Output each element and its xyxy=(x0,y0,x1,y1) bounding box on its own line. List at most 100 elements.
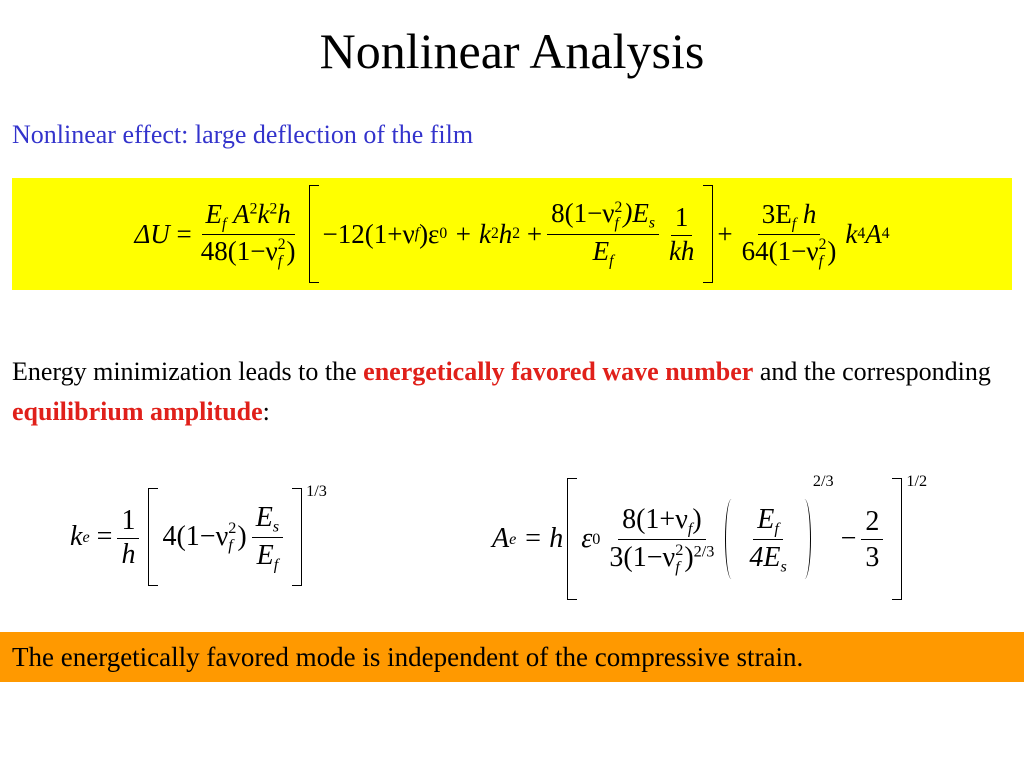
equation-term: 4E xyxy=(749,541,781,573)
equation-term: 48(1−ν xyxy=(200,235,278,266)
equation-term: s xyxy=(272,517,280,536)
equation-term: − xyxy=(840,523,857,554)
equation-term: ) xyxy=(684,541,694,573)
equation-group: 64(1−ν 2 f) xyxy=(738,235,841,270)
equation-term: 3 xyxy=(609,541,624,573)
equation-group: 8(1+νf) 3(1−ν 2 f)2/3 xyxy=(605,502,718,577)
equation-term: f xyxy=(277,252,283,270)
equation-term: E xyxy=(255,501,273,533)
equation-term: 8(1−ν xyxy=(551,198,615,229)
equation-term: f xyxy=(222,215,227,233)
bracket xyxy=(292,488,303,586)
equation-term: 4 xyxy=(857,225,866,242)
equation-term: 2 xyxy=(614,198,623,216)
equation-term: 2 xyxy=(512,225,521,242)
equation-term: 3 xyxy=(865,541,880,573)
equation-term: f xyxy=(675,558,680,577)
equation-term: E xyxy=(757,503,775,535)
equation-term: 2 xyxy=(818,236,827,254)
equation-group: Es xyxy=(251,500,284,538)
equation-term: 2 xyxy=(269,200,278,218)
equation-term: k xyxy=(70,521,83,552)
parenthesis xyxy=(725,499,738,579)
equation-term: = xyxy=(176,218,192,249)
equation-term: : xyxy=(262,397,270,426)
equation-term: ) xyxy=(692,503,702,535)
equation-term: f xyxy=(791,215,797,233)
equation-term: A xyxy=(233,198,250,229)
paragraph: Energy minimization leads to the energet… xyxy=(12,352,1012,432)
equation-group: Ef A2k2h xyxy=(201,198,295,235)
equation-term: 0 xyxy=(592,529,601,548)
equation-term: h xyxy=(277,198,291,229)
equation-term: h xyxy=(121,539,136,570)
equation-term: = xyxy=(96,521,113,552)
equation-group: 48(1−ν 2 f) xyxy=(197,235,300,270)
equation-term: A xyxy=(865,218,882,249)
equation-term: h xyxy=(802,198,817,229)
equation-term: 2 xyxy=(228,518,237,537)
equation-term: 2 xyxy=(675,541,684,560)
equation-group: 3Ef h xyxy=(757,198,821,235)
equation-term: ΔU xyxy=(134,218,170,249)
equation-term: 2 xyxy=(249,200,258,218)
equation-group: Ef 4Es xyxy=(745,502,790,577)
equation-term: 1 xyxy=(117,503,140,539)
equation-term: f xyxy=(228,536,233,554)
bracket xyxy=(567,478,578,600)
equation-group: Ef xyxy=(589,235,618,271)
equation-term: 0 xyxy=(439,225,448,242)
equation-term: + xyxy=(526,218,543,249)
equation-term: and the corresponding xyxy=(753,357,991,386)
equation-term: e xyxy=(509,529,517,548)
equation-term: energetically favored wave number xyxy=(363,357,754,386)
equation-term: 2/3 xyxy=(693,541,715,560)
equation-term: 4(1−ν xyxy=(162,521,229,552)
equation-term: + xyxy=(717,218,733,249)
equation-group: Ef xyxy=(253,538,283,575)
equation-term: equilibrium amplitude xyxy=(12,397,263,426)
equation-term: 1/2 xyxy=(906,472,928,490)
subtitle: Nonlinear effect: large deflection of th… xyxy=(12,120,474,149)
equation-term: ) xyxy=(286,235,296,266)
equation-group: 4Es xyxy=(745,540,790,577)
equation-term: 2 xyxy=(490,225,499,242)
equation-term: (1−ν xyxy=(623,541,676,573)
bracket xyxy=(892,478,903,600)
equation-group: 1 kh xyxy=(669,201,694,267)
equation-term: kh xyxy=(668,235,695,266)
equation-term: = h xyxy=(523,523,564,554)
equation-term: E xyxy=(256,539,274,571)
equation-term: Energy minimization leads to the xyxy=(12,357,364,386)
equation-term: 4 xyxy=(881,225,890,242)
equation-term: )ε xyxy=(419,218,440,249)
equation-term: ε xyxy=(581,523,593,554)
equation-term: f xyxy=(614,215,619,233)
equation-term: −12(1+ν xyxy=(322,218,415,249)
equation-term: 2 xyxy=(277,236,286,254)
equation-group: Ef A2k2h 48(1−ν 2 f) xyxy=(197,198,300,270)
equation-term: f xyxy=(687,519,693,538)
equation-term: e xyxy=(82,527,90,546)
equation-term: 2/3 xyxy=(812,472,834,490)
equation-term: 8(1+ν xyxy=(622,503,688,535)
equation-term: 3E xyxy=(761,198,792,229)
equation-group: 8(1−ν 2 f)Es Ef xyxy=(547,197,659,270)
equation-term: f xyxy=(414,225,420,242)
equation-term: 1/3 xyxy=(306,482,327,500)
equation-group: 3(1−ν 2 f)2/3 xyxy=(605,540,718,577)
equation-group: 3Ef h 64(1−ν 2 f) xyxy=(738,198,841,270)
equation-group: 8(1+νf) xyxy=(618,502,706,540)
equation-term: f xyxy=(818,252,823,270)
equation-term: f xyxy=(609,251,614,269)
parenthesis xyxy=(798,499,811,579)
